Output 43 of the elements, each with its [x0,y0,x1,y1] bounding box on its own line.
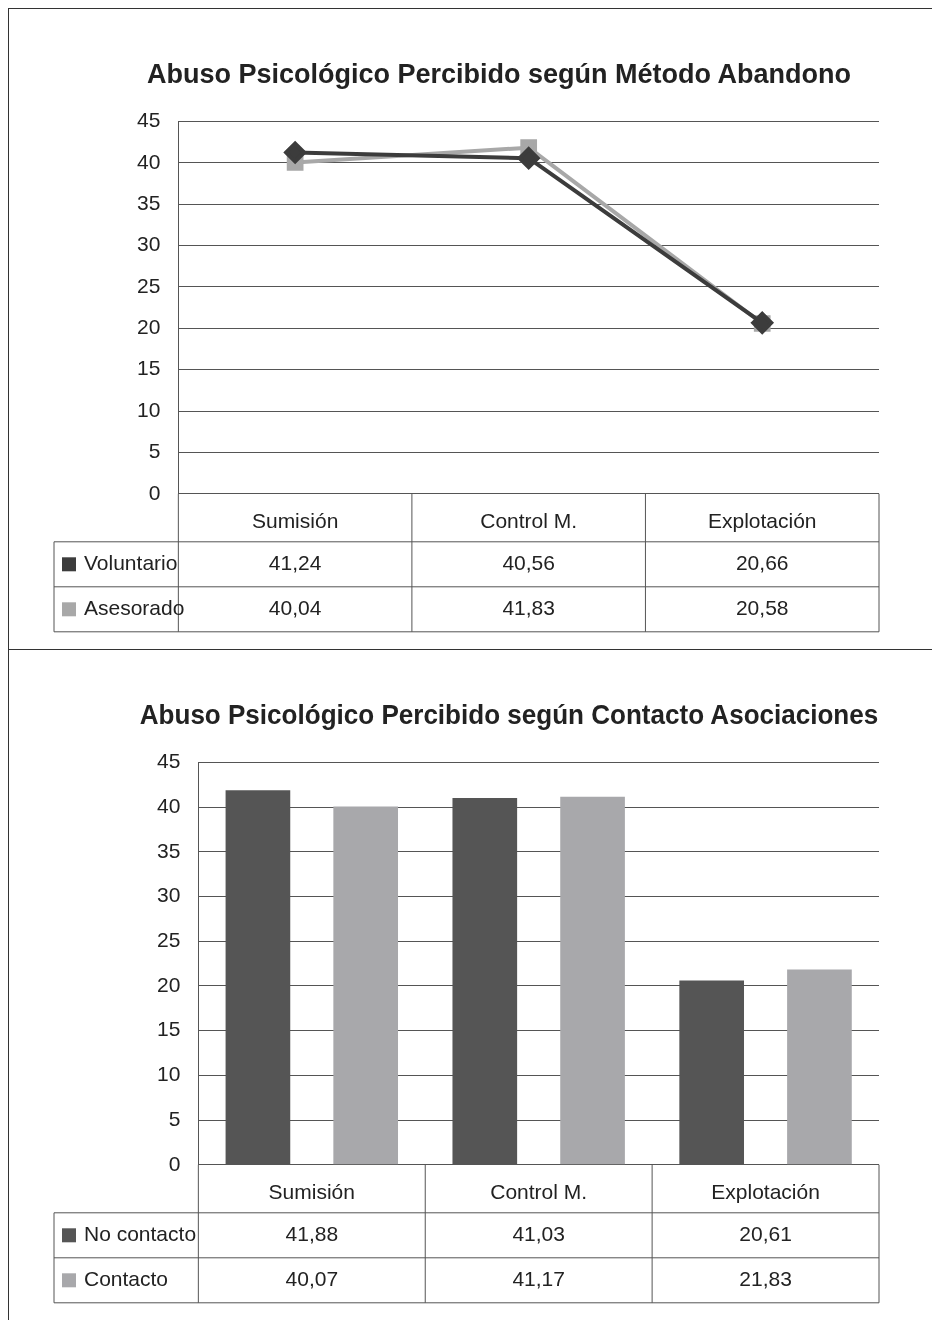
x-tick-label: Sumisión [268,1180,355,1204]
data-label: 20,66 [735,551,789,575]
x-tick-label: Explotación [711,1180,820,1204]
y-tick-label: 30 [157,883,181,907]
chart-title: Abuso Psicológico Percibido según Contacto Asociaciones [139,699,879,730]
data-label: 40,04 [268,596,322,620]
y-tick-label: 15 [157,1017,181,1041]
data-label: 41,88 [285,1222,339,1246]
x-tick-label: Explotación [707,509,817,533]
y-tick-label: 0 [168,1151,181,1175]
y-tick-label: 20 [157,972,181,996]
y-tick-label: 5 [168,1106,181,1130]
data-label: 21,83 [739,1267,792,1291]
legend-label: Voluntario [84,551,178,575]
y-tick-label: 35 [157,838,181,862]
y-tick-label: 45 [157,749,181,773]
y-tick-label: 25 [157,928,181,952]
data-label: 40,07 [285,1267,339,1291]
y-tick-label: 45 [137,108,161,132]
y-tick-label: 30 [137,232,161,256]
data-label: 20,61 [739,1222,792,1246]
chart-title: Abuso Psicológico Percibido según Método Abandono [146,58,852,89]
y-tick-label: 5 [148,439,161,463]
y-tick-label: 10 [137,397,161,421]
legend-label: No contacto [84,1222,197,1246]
y-tick-label: 15 [137,356,161,380]
data-label: 40,56 [502,551,555,575]
y-tick-label: 40 [137,149,161,173]
data-label: 41,03 [512,1222,565,1246]
legend-label: Contacto [84,1267,169,1291]
x-tick-label: Sumisión [251,509,339,533]
y-tick-label: 35 [137,190,161,214]
y-tick-label: 10 [157,1062,181,1086]
data-label: 41,83 [502,596,555,620]
data-label: 41,17 [512,1267,565,1291]
x-tick-label: Control M. [480,509,578,533]
data-label: 20,58 [735,596,789,620]
data-label: 41,24 [268,551,322,575]
y-tick-label: 40 [157,793,181,817]
y-tick-label: 20 [137,315,161,339]
y-tick-label: 25 [137,273,161,297]
x-tick-label: Control M. [490,1180,588,1204]
y-tick-label: 0 [148,480,161,504]
